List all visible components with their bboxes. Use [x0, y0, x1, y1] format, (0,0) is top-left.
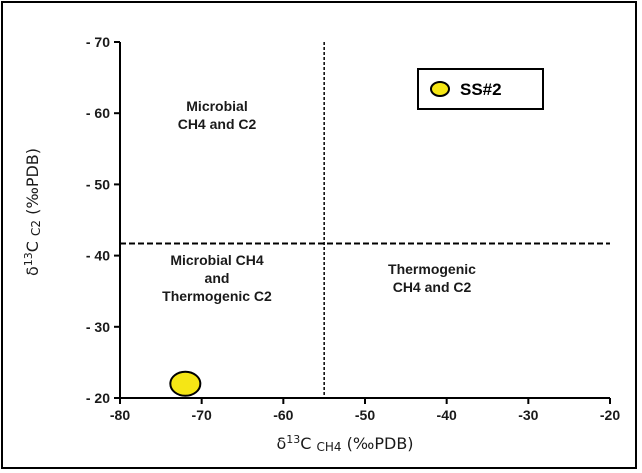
y-tick-label: - 60: [86, 105, 110, 121]
region-label-line: Thermogenic C2: [162, 288, 272, 304]
y-tick-label: - 20: [86, 390, 110, 406]
y-tick-label: - 50: [86, 176, 110, 192]
axis-titles: δ13C CH4 (‰PDB) δ13C C2 (‰PDB): [22, 148, 414, 454]
data-point: [169, 370, 202, 397]
x-tick-label: -50: [355, 407, 375, 423]
legend-marker: [430, 81, 450, 97]
x-tick-label: -30: [518, 407, 538, 423]
x-tick-label: -60: [273, 407, 293, 423]
region-label-line: CH4 and C2: [393, 279, 472, 295]
legend-label: SS#2: [460, 80, 502, 99]
region-label-line: CH4 and C2: [178, 116, 257, 132]
region-label-line: Thermogenic: [388, 261, 476, 277]
y-tick-label: - 30: [86, 319, 110, 335]
x-tick-label: -70: [192, 407, 212, 423]
x-tick-label: -40: [437, 407, 457, 423]
region-label-line: and: [205, 270, 230, 286]
plot-area: -80 -70 -60 -50 -40 -30 -20 - 70 - 60 - 50 - 40 - 3…: [86, 34, 620, 423]
y-axis-title: δ13C C2 (‰PDB): [22, 148, 43, 276]
x-tick-label: -80: [110, 407, 130, 423]
region-label-line: Microbial: [186, 98, 247, 114]
y-tick-label: - 40: [86, 248, 110, 264]
y-tick-label: - 70: [86, 34, 110, 50]
legend-box: [417, 68, 544, 110]
legend: SS#2: [417, 68, 544, 110]
x-tick-label: -20: [600, 407, 620, 423]
region-label-line: Microbial CH4: [170, 252, 264, 268]
x-axis-title: δ13C CH4 (‰PDB): [276, 433, 413, 454]
